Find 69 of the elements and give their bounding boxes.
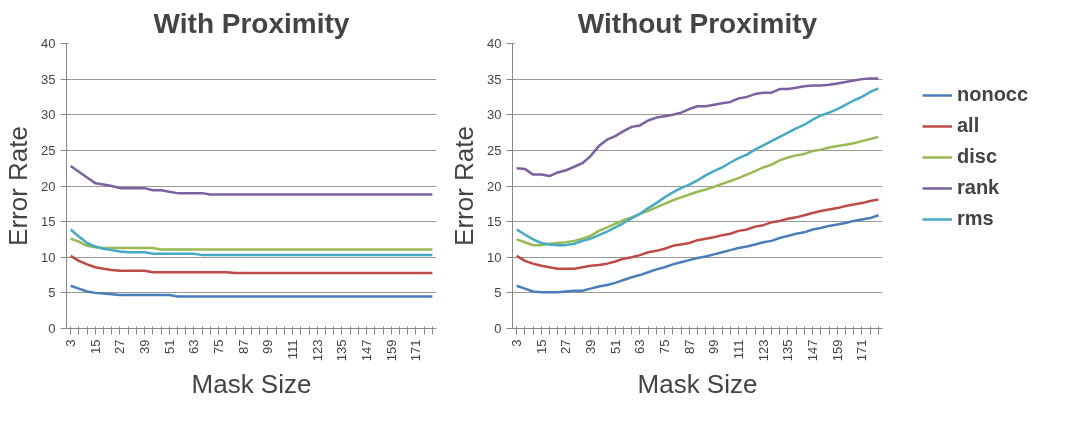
y-tick-label: 5 xyxy=(494,285,502,301)
y-tick-label: 15 xyxy=(487,214,502,230)
line-series xyxy=(515,198,880,270)
x-tick-label: 111 xyxy=(731,339,747,360)
y-tick-label: 0 xyxy=(494,321,502,336)
line-series xyxy=(515,213,880,294)
x-tick-label: 51 xyxy=(161,339,177,354)
legend-label: nonocc xyxy=(957,83,1029,106)
x-axis-title: Mask Size xyxy=(637,369,758,400)
x-tick-label: 75 xyxy=(657,339,673,354)
y-tick-label: 40 xyxy=(487,36,502,51)
x-tick-label: 147 xyxy=(359,339,375,362)
x-axis-title: Mask Size xyxy=(191,369,312,400)
line-series xyxy=(69,284,434,298)
x-tick-label: 159 xyxy=(383,339,399,362)
legend-label: rms xyxy=(957,207,994,230)
y-tick-label: 10 xyxy=(41,249,56,265)
x-tick-label: 135 xyxy=(334,339,350,362)
x-tick-label: 3 xyxy=(509,339,525,347)
x-tick-label: 99 xyxy=(706,339,722,354)
chart-title: With Proximity xyxy=(153,7,350,39)
x-tick-label: 159 xyxy=(829,339,845,362)
x-tick-label: 123 xyxy=(755,339,771,362)
legend-label: rank xyxy=(957,176,1000,199)
x-tick-label: 171 xyxy=(854,339,870,362)
line-series xyxy=(515,135,880,247)
y-tick-label: 5 xyxy=(48,285,56,301)
line-series xyxy=(69,237,434,251)
y-tick-label: 30 xyxy=(487,107,502,123)
y-tick-label: 35 xyxy=(487,71,502,87)
x-tick-label: 123 xyxy=(309,339,325,362)
line-series xyxy=(69,164,434,196)
x-tick-label: 39 xyxy=(583,339,599,354)
x-tick-label: 99 xyxy=(260,339,276,354)
chart-title: Without Proximity xyxy=(577,7,818,39)
x-tick-label: 27 xyxy=(112,339,128,354)
x-tick-label: 15 xyxy=(533,339,549,354)
legend-label: all xyxy=(957,114,980,137)
y-tick-label: 35 xyxy=(41,71,56,87)
y-axis-title: Error Rate xyxy=(3,126,34,246)
x-tick-label: 39 xyxy=(137,339,153,354)
legend-label: disc xyxy=(957,145,998,168)
x-tick-label: 87 xyxy=(235,339,251,354)
x-tick-label: 87 xyxy=(681,339,697,354)
y-tick-label: 20 xyxy=(41,178,56,194)
x-tick-label: 27 xyxy=(558,339,574,354)
line-series xyxy=(69,228,434,257)
y-tick-label: 10 xyxy=(487,249,502,265)
x-tick-label: 63 xyxy=(632,339,648,354)
y-tick-label: 30 xyxy=(41,107,56,123)
x-tick-label: 3 xyxy=(63,339,79,347)
x-tick-label: 75 xyxy=(211,339,227,354)
y-tick-label: 20 xyxy=(487,178,502,194)
y-tick-label: 40 xyxy=(41,36,56,51)
x-tick-label: 15 xyxy=(87,339,103,354)
y-tick-label: 0 xyxy=(48,321,56,336)
line-series xyxy=(515,77,880,178)
x-tick-label: 147 xyxy=(805,339,821,362)
x-tick-label: 63 xyxy=(186,339,202,354)
x-tick-label: 171 xyxy=(408,339,424,362)
x-tick-label: 111 xyxy=(285,339,301,360)
y-tick-label: 25 xyxy=(487,142,502,158)
x-tick-label: 51 xyxy=(607,339,623,354)
y-tick-label: 25 xyxy=(41,142,56,158)
line-series xyxy=(69,254,434,275)
line-series xyxy=(515,87,880,247)
x-tick-label: 135 xyxy=(780,339,796,362)
y-axis-title: Error Rate xyxy=(449,126,480,246)
y-tick-label: 15 xyxy=(41,214,56,230)
